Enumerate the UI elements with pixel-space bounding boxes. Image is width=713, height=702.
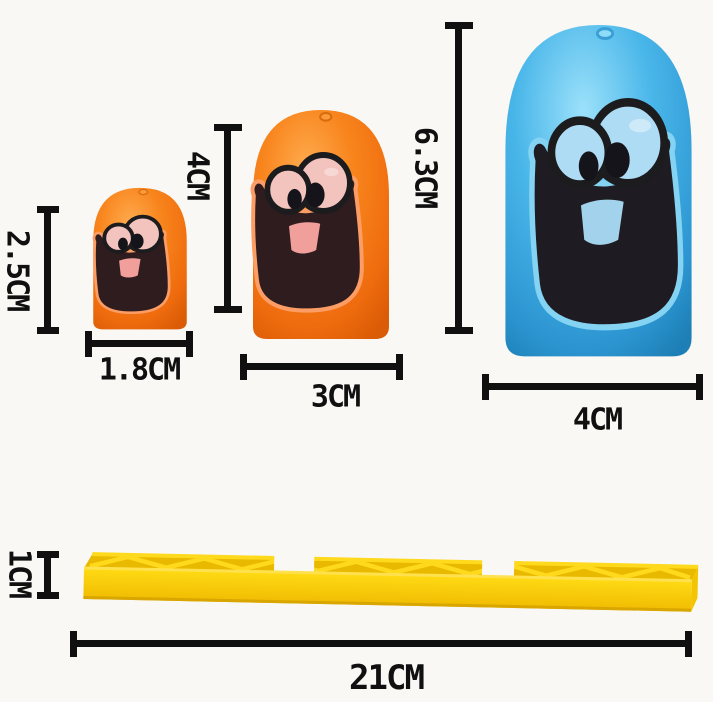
left-eye	[102, 222, 135, 254]
dimension-label-track-height: 1CM	[1, 548, 37, 598]
left-pupil	[118, 237, 128, 251]
dimension-label-track-length: 21CM	[349, 658, 425, 698]
track-bottom-shadow	[83, 595, 692, 612]
left-eye	[264, 164, 312, 215]
height-line-small-capsule	[44, 206, 51, 334]
track-front-top-edge	[83, 566, 692, 583]
width-line-large-capsule	[482, 383, 703, 390]
eye-highlight	[629, 118, 652, 133]
track-bar	[83, 550, 699, 612]
capsule-face	[92, 214, 171, 315]
track-right-end	[691, 566, 699, 612]
figure-large-blue-capsule	[505, 24, 692, 357]
track-back-rim	[92, 552, 699, 569]
width-line-medium-capsule	[240, 363, 403, 370]
track-notch	[273, 550, 315, 574]
dimension-label-medium-width: 3CM	[310, 379, 361, 415]
left-pupil	[578, 151, 599, 181]
eye-highlight	[324, 167, 339, 177]
tooth	[289, 222, 321, 254]
right-pupil	[130, 233, 144, 249]
capsule-top-nub	[596, 27, 615, 40]
dimension-label-small-width: 1.8CM	[98, 352, 181, 388]
dimension-label-large-height: 6.3CM	[407, 126, 443, 208]
capsule-top-nub	[319, 111, 333, 122]
dimension-label-large-width: 4CM	[572, 402, 623, 438]
capsule-top-nub	[138, 188, 149, 196]
capsule-face	[250, 152, 364, 313]
tooth	[119, 258, 141, 278]
length-line-track	[70, 640, 692, 647]
right-pupil	[604, 142, 630, 178]
track-notch	[481, 555, 515, 579]
width-line-small-capsule	[85, 340, 193, 347]
right-pupil	[306, 182, 325, 208]
dimension-label-small-height: 2.5CM	[0, 229, 35, 311]
figure-medium-orange-capsule	[250, 110, 389, 340]
capsule-face	[528, 98, 684, 331]
height-line-large-capsule	[455, 22, 462, 334]
left-eye	[547, 116, 613, 189]
height-line-medium-capsule	[224, 124, 231, 313]
dimension-label-medium-height: 4CM	[179, 150, 215, 200]
tooth	[580, 199, 624, 245]
track-truss-ribs	[89, 554, 691, 580]
height-line-track	[44, 551, 51, 599]
figure-small-orange-capsule	[92, 187, 187, 330]
left-pupil	[287, 188, 302, 210]
